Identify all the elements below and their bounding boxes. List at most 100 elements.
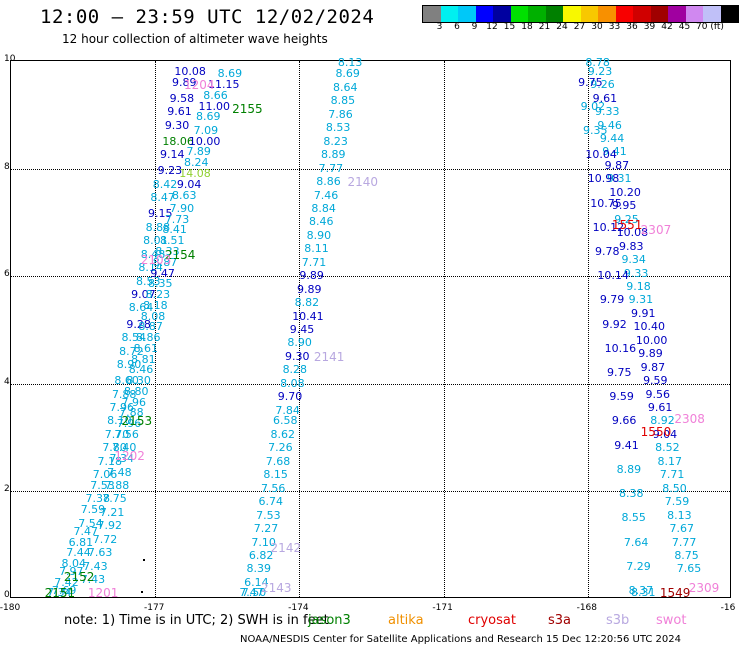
colorbar-label: 30 (591, 22, 603, 32)
pass-time-label: 2154 (164, 247, 196, 262)
wave-height-value: 10.14 (597, 269, 629, 283)
pass-time-label: 1202 (114, 449, 145, 464)
wave-height-value: 10.98 (587, 172, 620, 186)
wave-height-value: 8.86 (135, 331, 161, 345)
wave-height-value: 7.26 (268, 441, 293, 455)
colorbar-swatch (563, 6, 581, 22)
wave-height-value: 9.04 (176, 177, 202, 191)
wave-height-value: 9.75 (607, 366, 632, 380)
wave-height-value: 8.28 (282, 363, 308, 377)
x-tick-label: -168 (576, 603, 598, 613)
wave-height-value: 9.35 (582, 123, 608, 137)
wave-height-value: 9.61 (592, 91, 618, 105)
pass-time-label: 2142 (270, 540, 302, 555)
satellite-jason3: jason3 (308, 613, 351, 628)
colorbar-label: 45 (678, 22, 691, 32)
wave-height-value: 8.52 (655, 441, 680, 455)
wave-height-value: 9.56 (645, 387, 670, 401)
wave-height-value: 14.08 (179, 166, 211, 180)
wave-height-value: 8.87 (152, 255, 178, 269)
pass-time-label: 2151 (44, 586, 76, 600)
wave-height-value: 7.27 (253, 522, 279, 536)
y-tick-label: 4 (4, 376, 10, 387)
wave-height-value: 7.69 (51, 583, 77, 597)
wave-height-value: 9.47 (150, 266, 175, 280)
y-tick-label: 8 (4, 161, 10, 172)
wave-height-value: 8.46 (309, 215, 334, 229)
pass-time-label: 1549 (659, 586, 691, 600)
wave-height-value: 7.40 (111, 441, 137, 455)
wave-height-value: 7.53 (256, 508, 281, 522)
wave-height-value: 9.78 (595, 244, 620, 258)
wave-height-value: 9.89 (296, 282, 322, 296)
colorbar-swatch (598, 6, 616, 22)
observation-dot (140, 590, 143, 593)
map-title: 12:00 – 23:59 UTC 12/02/2024 (40, 6, 375, 28)
wave-height-value: 8.13 (337, 56, 363, 69)
wave-height-value: 7.67 (669, 522, 695, 536)
wave-height-value: 9.75 (578, 75, 603, 89)
y-tick-label: 0 (4, 590, 10, 600)
wave-height-value: 8.38 (619, 487, 644, 501)
wave-height-value: 8.64 (333, 80, 358, 94)
wave-height-value: 8.88 (145, 220, 171, 234)
wave-height-value: 8.46 (128, 363, 154, 377)
wave-height-value: 8.39 (246, 562, 272, 576)
colorbar-label: 33 (608, 22, 621, 32)
wave-height-value: 9.45 (289, 323, 315, 336)
wave-height-value: 7.47 (73, 524, 98, 538)
x-tick-label: -171 (432, 603, 453, 613)
wave-height-value: 9.04 (652, 427, 678, 441)
pass-time-label: 2140 (347, 175, 378, 190)
wave-height-value: 10.08 (174, 64, 206, 78)
wave-height-value: 9.23 (157, 164, 183, 178)
colorbar-label: 21 (538, 22, 551, 32)
wave-height-value: 7.96 (109, 401, 135, 414)
wave-height-value: 7.34 (109, 452, 135, 466)
colorbar-label: 6 (454, 22, 460, 32)
wave-height-value: 8.86 (316, 175, 341, 189)
wave-height-value: 7.38 (85, 492, 111, 506)
satellite-s3b: s3b (606, 613, 630, 628)
latitude-gridline (11, 168, 730, 170)
colorbar-swatch (493, 6, 511, 22)
wave-height-value: 7.88 (104, 479, 130, 493)
wave-height-value: 9.07 (131, 288, 156, 302)
wave-height-value: 7.89 (186, 145, 211, 159)
longitude-gridline (443, 61, 445, 597)
wave-height-value: 7.42 (54, 575, 79, 589)
wave-height-value: 7.56 (114, 427, 139, 441)
wave-height-value: 8.10 (107, 414, 132, 428)
wave-height-value: 7.73 (164, 212, 190, 226)
pass-time-label: 2153 (121, 414, 153, 429)
pass-time-label: 2141 (313, 349, 345, 364)
wave-height-value: 9.41 (614, 438, 639, 452)
wave-height-value: 7.18 (97, 454, 123, 468)
colorbar-label: 9 (471, 22, 478, 32)
satellite-altika: altika (388, 613, 424, 628)
wave-height-value: 8.69 (196, 110, 221, 124)
longitude-gridline (299, 61, 301, 597)
wave-height-value: 8.69 (335, 67, 360, 81)
wave-height-value: 7.50 (241, 586, 267, 599)
wave-height-value: 6.14 (244, 575, 269, 589)
wave-height-value: 8.50 (662, 481, 687, 495)
wave-height-value: 9.44 (599, 132, 625, 145)
footer-note: note: 1) Time is in UTC; 2) SWH is in fe… (64, 613, 329, 628)
wave-height-value: 7.06 (92, 468, 118, 482)
wave-height-value: 9.58 (169, 91, 195, 105)
wave-height-value: 8.89 (321, 148, 346, 162)
y-tick-label: 10 (4, 54, 16, 64)
pass-time-label: 2152 (63, 570, 95, 585)
wave-height-value: 8.80 (123, 384, 149, 398)
wave-height-value: 8.17 (657, 454, 682, 468)
wave-height-value: 9.18 (626, 279, 651, 293)
wave-height-value: 8.15 (263, 468, 288, 482)
wave-height-value: 9.59 (609, 390, 634, 404)
wave-height-value: 8.66 (203, 88, 228, 102)
wave-height-value: 7.21 (99, 505, 125, 519)
x-tick-label: -180 (0, 603, 21, 613)
longitude-gridline (587, 61, 589, 597)
colorbar-swatch (475, 6, 493, 22)
wave-height-value: 9.33 (595, 105, 620, 119)
